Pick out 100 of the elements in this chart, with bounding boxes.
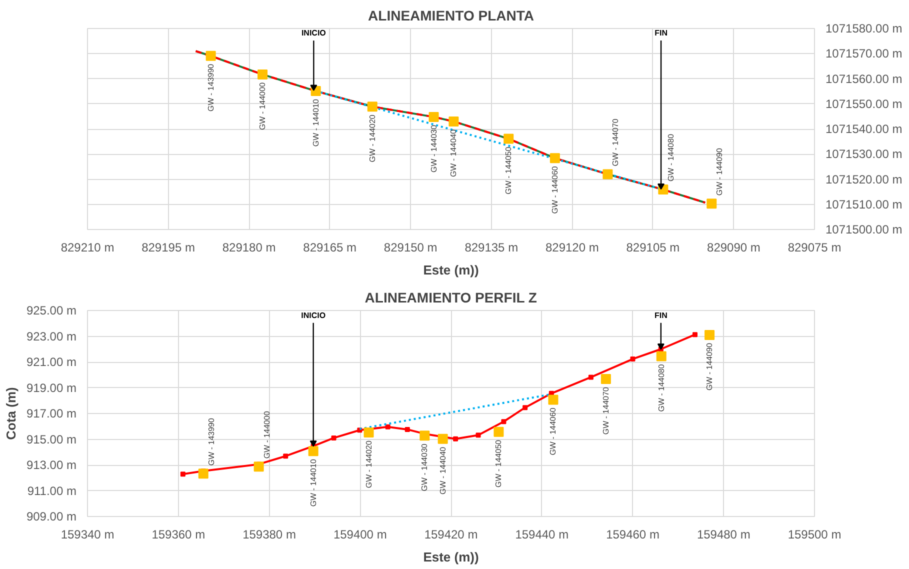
point: [504, 134, 514, 144]
x-tick-label: 829195 m: [142, 240, 195, 254]
annotation: GW - 144030: [429, 124, 438, 173]
point: [453, 436, 458, 442]
annotation: GW - 144020: [364, 440, 374, 488]
x-tick-label: 159480 m: [696, 528, 750, 542]
point: [438, 434, 448, 444]
x-tick-label: 159340 m: [60, 528, 114, 542]
y-tick-label: 909.00 m: [26, 510, 77, 524]
annotation: GW - 144040: [438, 446, 448, 494]
x-tick-label: 829075 m: [788, 240, 842, 254]
annotation: GW - 144030: [420, 443, 430, 492]
y-tick-label: 923.00 m: [26, 329, 77, 344]
y-tick-label: 911.00 m: [27, 484, 77, 498]
point: [602, 169, 613, 180]
x-tick-label: 159500 m: [788, 528, 842, 542]
y-tick-label: 1071500.00 m: [826, 222, 902, 236]
annotation: GW - 144010: [311, 98, 320, 147]
point: [420, 430, 430, 441]
y-tick-label: 1071530.00 m: [826, 147, 902, 162]
y-tick-label: 917.00 m: [26, 406, 77, 420]
x-tick-label: 159380 m: [242, 528, 296, 542]
y-tick-label: 1071510.00 m: [826, 197, 902, 212]
point: [308, 446, 318, 456]
annotation: GW - 144090: [705, 342, 714, 391]
annotation: GW - 144070: [611, 118, 620, 166]
y-tick-label: 1071560.00 m: [826, 72, 902, 86]
annotation: GW - 144050: [494, 439, 504, 488]
point: [476, 432, 481, 438]
point: [550, 153, 560, 164]
annotation: GW - 144050: [504, 146, 514, 194]
point: [706, 198, 717, 209]
annotation: GW - 144080: [666, 133, 676, 182]
y-tick-label: 1071540.00 m: [826, 122, 902, 136]
point: [385, 424, 390, 430]
annotation: GW - 144040: [449, 128, 458, 178]
point: [404, 426, 410, 432]
annotation: INICIO: [301, 28, 326, 38]
point: [548, 394, 558, 405]
annotation: GW - 143990: [206, 417, 216, 466]
annotation: GW - 144090: [715, 147, 724, 196]
x-tick-label: 159460 m: [606, 528, 660, 542]
point: [692, 332, 698, 338]
annotation: FIN: [654, 310, 668, 320]
y-tick-label: 1071550.00 m: [826, 96, 902, 111]
point: [198, 468, 208, 479]
annotation: GW - 144010: [308, 458, 318, 507]
y-tick-label: 925.00 m: [26, 304, 77, 318]
annotation: GW - 144060: [550, 166, 560, 214]
annotation: GW - 144000: [262, 410, 272, 459]
x-tick-label: 829120 m: [545, 240, 599, 254]
x-tick-label: 829090 m: [707, 240, 760, 254]
x-tick-label: 159440 m: [515, 528, 569, 542]
y-axis-title: Cota (m): [3, 387, 18, 440]
point: [428, 112, 439, 122]
y-tick-label: 1071520.00 m: [826, 172, 902, 186]
x-tick-label: 829135 m: [464, 240, 518, 254]
point: [501, 419, 506, 424]
point: [704, 330, 715, 340]
annotation: FIN: [654, 28, 668, 38]
point: [254, 462, 264, 472]
point: [600, 374, 611, 384]
x-tick-label: 159420 m: [424, 528, 478, 542]
x-tick-label: 829105 m: [626, 240, 680, 254]
point: [588, 374, 594, 380]
point: [206, 50, 216, 61]
annotation: GW - 144060: [548, 407, 558, 456]
x-tick-label: 829150 m: [384, 240, 438, 254]
point: [522, 405, 528, 410]
annotation: GW - 144080: [656, 364, 666, 412]
point: [367, 102, 378, 112]
annotation: INICIO: [301, 310, 326, 320]
chart-title: ALINEAMIENTO PERFIL Z: [364, 290, 538, 306]
annotation: GW - 144070: [601, 386, 610, 435]
point: [364, 428, 374, 438]
chart-title: ALINEAMIENTO PLANTA: [368, 8, 534, 24]
point: [331, 435, 336, 440]
point: [494, 426, 504, 437]
x-tick-label: 829210 m: [60, 240, 114, 254]
y-tick-label: 913.00 m: [26, 458, 77, 472]
y-tick-label: 1071580.00 m: [826, 22, 902, 36]
annotation: GW - 143990: [206, 63, 216, 112]
annotation: GW - 144000: [258, 82, 268, 130]
annotation: GW - 144020: [368, 114, 377, 162]
x-axis-title: Este (m)): [423, 550, 479, 564]
x-tick-label: 829165 m: [303, 240, 357, 254]
point: [630, 356, 636, 362]
x-tick-label: 159400 m: [333, 528, 387, 542]
y-tick-label: 921.00 m: [26, 355, 77, 369]
point: [656, 351, 666, 362]
y-tick-label: 1071570.00 m: [826, 46, 902, 61]
point: [258, 69, 268, 80]
point: [448, 116, 459, 126]
y-tick-label: 915.00 m: [26, 432, 77, 446]
x-axis-title: Este (m)): [423, 262, 479, 278]
x-tick-label: 829180 m: [222, 240, 276, 254]
point: [283, 454, 288, 459]
point: [180, 472, 186, 477]
y-tick-label: 919.00 m: [26, 380, 77, 395]
x-tick-label: 159360 m: [152, 528, 206, 542]
